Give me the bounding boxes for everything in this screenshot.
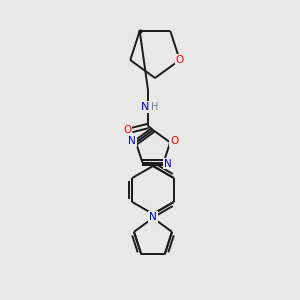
Text: N: N bbox=[141, 102, 149, 112]
Text: O: O bbox=[123, 125, 131, 135]
Text: O: O bbox=[176, 55, 184, 65]
Text: O: O bbox=[170, 136, 178, 146]
Text: H: H bbox=[151, 102, 159, 112]
Text: N: N bbox=[149, 212, 157, 222]
Text: N: N bbox=[128, 136, 136, 146]
Text: N: N bbox=[164, 159, 172, 169]
